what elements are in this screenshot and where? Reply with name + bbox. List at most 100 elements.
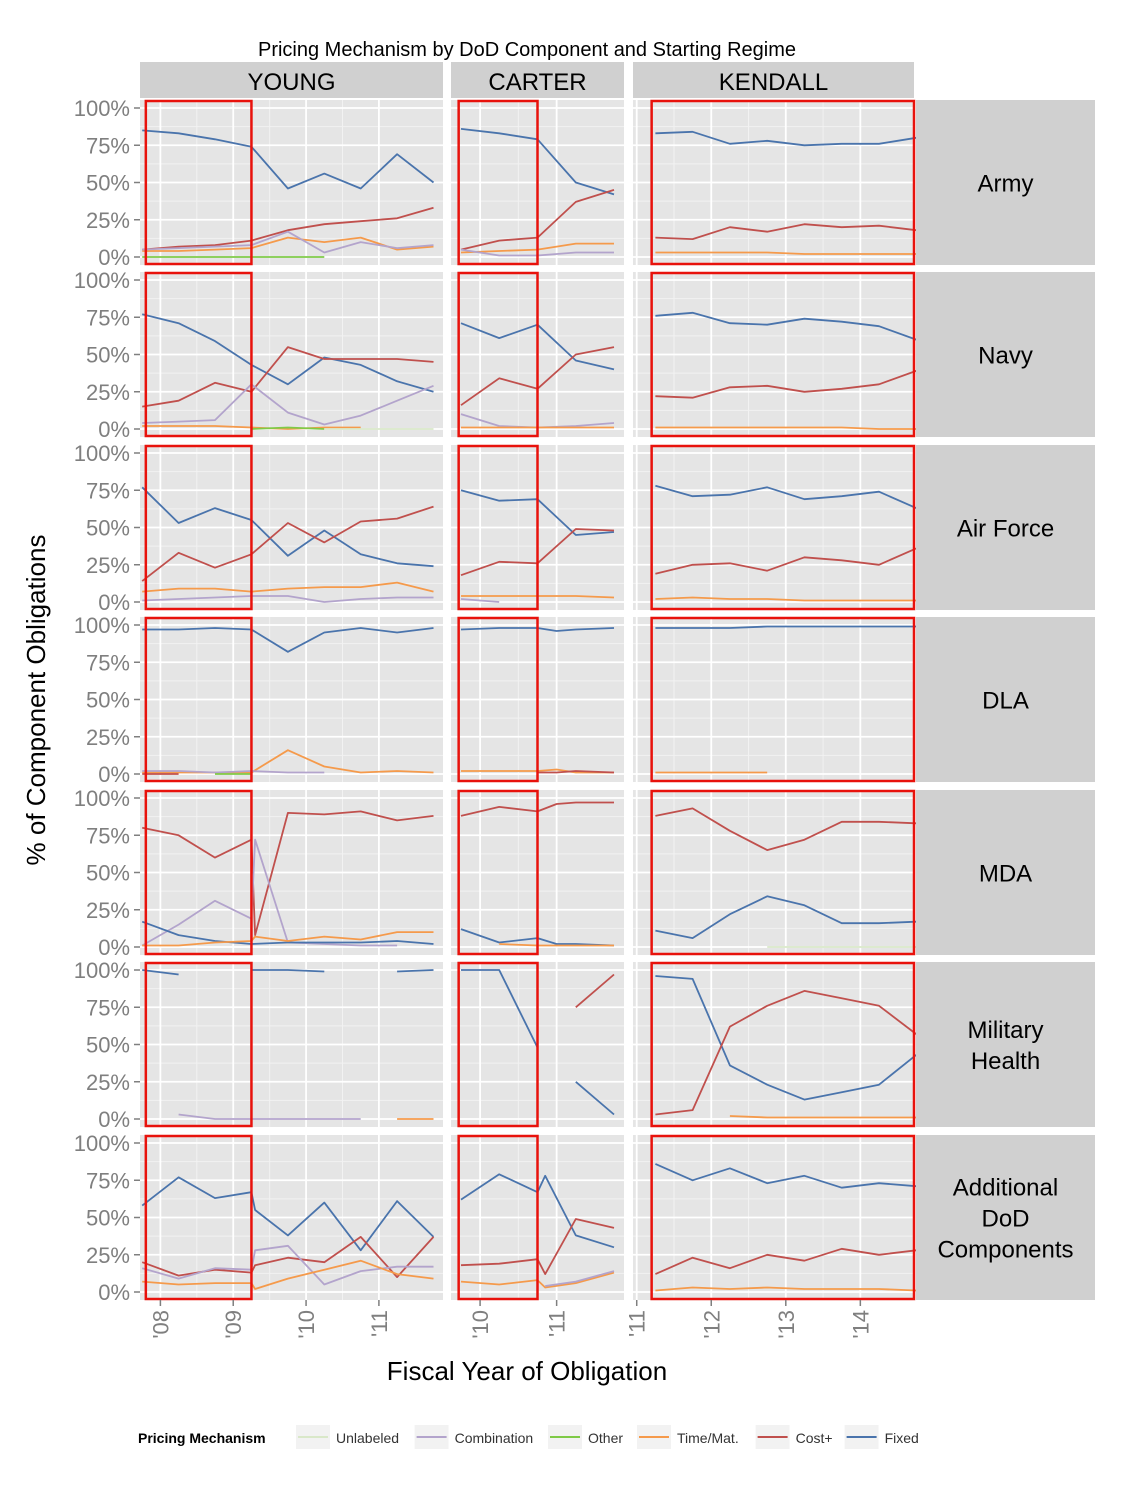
y-tick-label: 25% bbox=[86, 553, 130, 578]
panel-army-carter bbox=[451, 99, 624, 266]
panel-navy-young bbox=[140, 271, 443, 438]
legend-label-combination: Combination bbox=[455, 1430, 534, 1446]
series-line-fixed bbox=[655, 1163, 917, 1189]
legend-label-cost: Cost+ bbox=[796, 1430, 833, 1446]
strip-top-carter bbox=[451, 62, 624, 98]
x-tick-label: '09 bbox=[221, 1310, 246, 1339]
legend-label-time-mat: Time/Mat. bbox=[677, 1430, 739, 1446]
series-line-fixed bbox=[655, 975, 917, 1101]
regime-highlight-box bbox=[650, 1134, 916, 1301]
panel-air-force-kendall bbox=[633, 444, 917, 611]
y-tick-label: 0% bbox=[98, 1107, 130, 1132]
y-tick-label: 100% bbox=[74, 96, 130, 121]
series-line-combination bbox=[460, 598, 500, 603]
panel-air-force-carter bbox=[451, 444, 624, 611]
y-tick-label: 100% bbox=[74, 441, 130, 466]
regime-highlight-box bbox=[457, 616, 539, 783]
y-tick-label: 0% bbox=[98, 417, 130, 442]
strip-label-components: Components bbox=[937, 1237, 1073, 1264]
strip-top-kendall bbox=[633, 62, 914, 98]
legend-item-other: Other bbox=[548, 1425, 623, 1449]
x-tick-label: '14 bbox=[848, 1310, 873, 1339]
strip-label-health: Health bbox=[971, 1048, 1040, 1075]
series-line-cost bbox=[655, 223, 917, 241]
series-line-time-mat bbox=[142, 931, 434, 947]
y-tick-label: 75% bbox=[86, 305, 130, 330]
series-line-time-mat bbox=[461, 768, 614, 774]
series-line-cost bbox=[655, 990, 917, 1116]
series-line-cost bbox=[141, 505, 434, 582]
y-tick-label: 75% bbox=[86, 995, 130, 1020]
strip-right-dla bbox=[916, 617, 1095, 782]
panel-mda-kendall bbox=[633, 789, 917, 956]
y-tick-label: 100% bbox=[74, 958, 130, 983]
strip-label-mda: MDA bbox=[979, 861, 1032, 888]
strip-label-kendall: KENDALL bbox=[719, 69, 828, 96]
regime-highlight-box bbox=[650, 961, 916, 1128]
strip-label-young: YOUNG bbox=[247, 69, 335, 96]
y-tick-label: 0% bbox=[98, 590, 130, 615]
x-tick-label: '11 bbox=[625, 1310, 650, 1337]
series-line-cost bbox=[575, 973, 615, 1008]
series-line-fixed bbox=[655, 311, 917, 341]
series-line-combination bbox=[142, 230, 434, 254]
series-line-fixed bbox=[460, 1173, 615, 1249]
series-line-combination bbox=[178, 1113, 361, 1120]
series-line-cost bbox=[655, 370, 917, 399]
x-tick-label: '11 bbox=[545, 1310, 570, 1337]
y-tick-label: 100% bbox=[74, 613, 130, 638]
series-line-cost bbox=[142, 810, 434, 936]
strip-right-mda bbox=[916, 790, 1095, 955]
panel-military-health-young bbox=[140, 961, 443, 1128]
series-line-fixed bbox=[397, 969, 434, 973]
series-line-cost bbox=[655, 807, 917, 851]
y-tick-label: 100% bbox=[74, 786, 130, 811]
strip-right-navy bbox=[916, 272, 1095, 437]
series-line-fixed bbox=[141, 486, 434, 568]
regime-highlight-box bbox=[650, 99, 916, 266]
legend-item-combination: Combination bbox=[414, 1425, 534, 1449]
x-axis-title: Fiscal Year of Obligation bbox=[387, 1356, 667, 1386]
series-line-fixed bbox=[141, 920, 434, 945]
series-line-cost bbox=[537, 770, 615, 774]
facet-strips: YOUNG CARTER KENDALL Army Navy Air Force DLA MD… bbox=[140, 62, 1095, 1300]
regime-highlight-box bbox=[457, 99, 539, 266]
y-axis-title: % of Component Obligations bbox=[21, 535, 51, 866]
regime-highlight-box bbox=[650, 444, 916, 611]
y-tick-label: 75% bbox=[86, 133, 130, 158]
legend-title: Pricing Mechanism bbox=[138, 1430, 266, 1446]
y-tick-label: 100% bbox=[74, 1131, 130, 1156]
regime-highlight-box bbox=[144, 99, 253, 266]
panel-additional-dod-components-carter bbox=[451, 1134, 624, 1301]
y-tick-label: 25% bbox=[86, 380, 130, 405]
series-line-time-mat bbox=[499, 943, 614, 947]
series-line-cost bbox=[655, 547, 917, 575]
series-line-cost bbox=[655, 1247, 917, 1275]
series-line-fixed bbox=[141, 313, 434, 393]
y-tick-label: 50% bbox=[86, 1206, 130, 1231]
series-line-fixed bbox=[655, 130, 917, 147]
series-line-combination bbox=[142, 383, 434, 426]
series-line-fixed bbox=[460, 627, 615, 632]
regime-highlight-box bbox=[144, 616, 253, 783]
series-line-fixed bbox=[655, 625, 917, 629]
y-tick-label: 0% bbox=[98, 935, 130, 960]
regime-highlight-box bbox=[144, 1134, 253, 1301]
chart-title: Pricing Mechanism by DoD Component and S… bbox=[258, 39, 796, 61]
panel-mda-carter bbox=[451, 789, 624, 956]
panel-dla-kendall bbox=[633, 616, 917, 783]
y-tick-label: 75% bbox=[86, 823, 130, 848]
panel-army-kendall bbox=[633, 99, 917, 266]
x-tick-label: '13 bbox=[774, 1310, 799, 1339]
series-line-other bbox=[251, 426, 325, 430]
series-line-combination bbox=[142, 770, 325, 774]
y-tick-label: 25% bbox=[86, 1070, 130, 1095]
series-line-combination bbox=[141, 838, 398, 947]
strip-label-dod: DoD bbox=[981, 1206, 1029, 1233]
series-line-cost bbox=[460, 801, 614, 817]
strip-label-military: Military bbox=[968, 1017, 1044, 1044]
y-tick-label: 50% bbox=[86, 861, 130, 886]
x-tick-label: '11 bbox=[367, 1310, 392, 1337]
strip-label-navy: Navy bbox=[978, 343, 1033, 370]
